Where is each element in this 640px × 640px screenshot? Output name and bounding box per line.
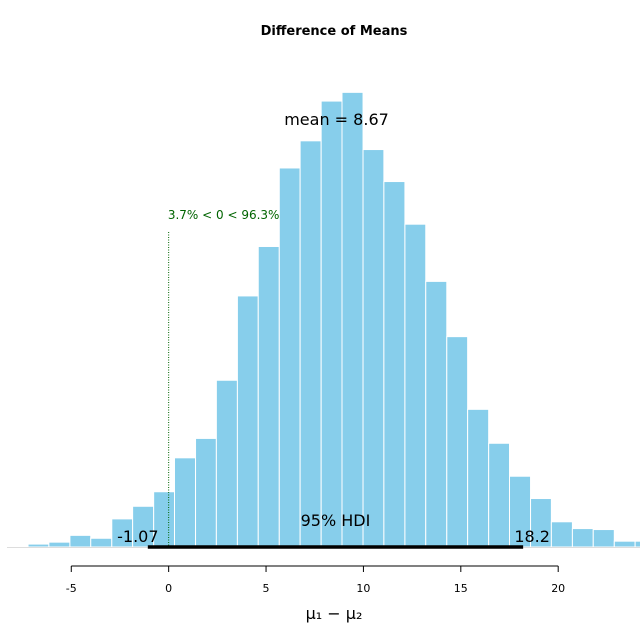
comparison-percent-label: 3.7% < 0 < 96.3% [168,208,280,222]
x-tick-label: 10 [356,582,370,595]
hdi-low-label: -1.07 [117,527,158,546]
chart-title: Difference of Means [261,24,408,39]
hdi-label: 95% HDI [301,511,371,530]
histogram-bar [550,521,573,548]
histogram-bar [634,540,640,548]
histogram-bar [446,336,469,548]
x-tick-label: 0 [165,582,172,595]
histogram-bar [571,528,594,548]
histogram-bar [425,280,448,548]
x-tick-label: 20 [551,582,565,595]
x-axis: -5 0 5 10 15 20 [66,565,565,595]
histogram-bar [320,100,343,548]
histogram-bar [341,91,364,548]
histogram-bar [613,540,636,548]
mean-label: mean = 8.67 [284,110,389,129]
histogram-bar [48,541,71,548]
histogram-bars [6,91,640,548]
histogram-bar [404,223,427,548]
histogram-bar [299,140,322,548]
histogram-bar [592,529,615,548]
histogram-bar [215,379,238,548]
histogram-bar [6,545,29,548]
histogram-bar [467,408,490,548]
histogram-bar [383,181,406,548]
histogram-bar [69,534,92,548]
x-tick-label: 15 [454,582,468,595]
histogram-bar [90,537,113,548]
histogram-bar [278,167,301,548]
histogram-bar [27,543,50,548]
histogram-bar [257,245,280,548]
x-tick-label: -5 [66,582,77,595]
histogram-bar [174,457,197,548]
x-tick-label: 5 [263,582,270,595]
x-axis-label: μ₁ − μ₂ [306,604,363,623]
histogram-bar [488,442,511,548]
hdi-high-label: 18.2 [514,527,550,546]
histogram-bar [195,437,217,548]
histogram-bar [362,149,385,548]
histogram-bar [236,295,259,548]
